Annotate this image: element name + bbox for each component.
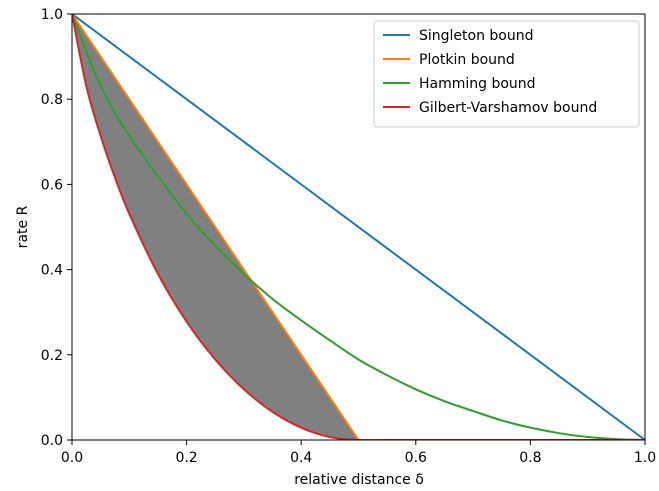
axes-frame bbox=[71, 13, 646, 441]
x-tick-label: 0.0 bbox=[61, 450, 83, 466]
y-tick-label: 0.2 bbox=[41, 348, 63, 364]
series-line-gilbert-varshamov-bound bbox=[72, 14, 645, 440]
y-tick-label: 1.0 bbox=[41, 7, 63, 23]
y-tick-label: 0.6 bbox=[41, 177, 63, 193]
legend-label: Singleton bound bbox=[419, 28, 534, 44]
y-axis-label: rate R bbox=[15, 205, 31, 248]
y-tick-label: 0.8 bbox=[41, 92, 63, 108]
legend-label: Plotkin bound bbox=[419, 52, 515, 68]
x-tick-label: 0.8 bbox=[519, 450, 541, 466]
x-tick-label: 0.4 bbox=[290, 450, 312, 466]
series-line-singleton-bound bbox=[72, 14, 645, 440]
x-tick-label: 0.2 bbox=[175, 450, 197, 466]
series-line-plotkin-bound bbox=[72, 14, 645, 440]
legend-box bbox=[373, 20, 640, 128]
y-tick-label: 0.0 bbox=[41, 433, 63, 449]
x-axis-label: relative distance δ bbox=[294, 472, 424, 488]
legend-label: Hamming bound bbox=[419, 76, 536, 92]
x-tick-label: 1.0 bbox=[634, 450, 656, 466]
series-line-hamming-bound bbox=[72, 14, 645, 440]
x-tick-label: 0.6 bbox=[405, 450, 427, 466]
y-tick-label: 0.4 bbox=[41, 263, 63, 279]
legend-label: Gilbert-Varshamov bound bbox=[419, 100, 597, 116]
plot-area: 0.0 0.2 0.4 0.6 0.8 1.0 0.0 0.2 0.4 0.6 0.8 1.0 Sing… bbox=[41, 7, 656, 466]
